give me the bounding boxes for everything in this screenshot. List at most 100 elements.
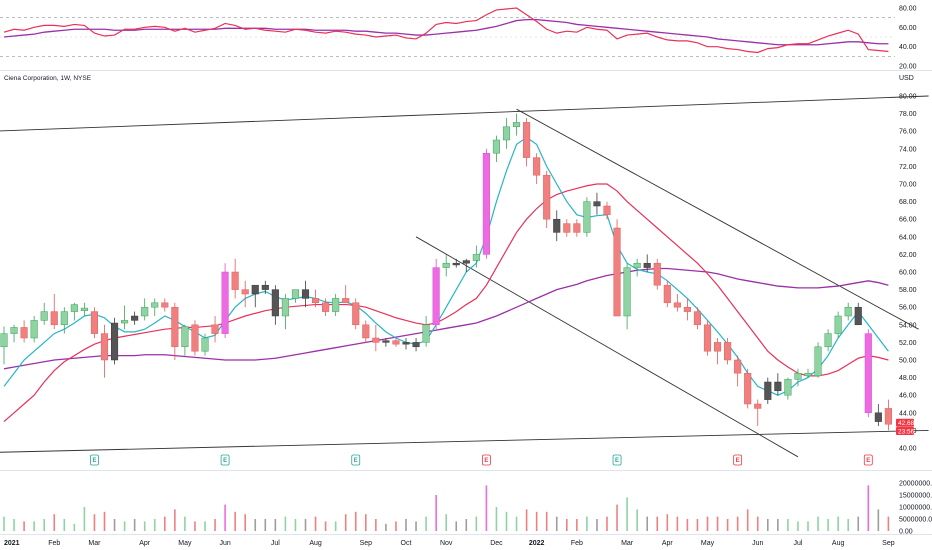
candle[interactable] (70, 302, 78, 321)
candle[interactable] (20, 320, 28, 343)
candle[interactable] (80, 302, 88, 316)
candle[interactable] (492, 135, 500, 162)
candle[interactable] (583, 197, 591, 237)
candle[interactable] (211, 316, 219, 343)
candle[interactable] (261, 280, 269, 294)
candle[interactable] (603, 201, 611, 220)
rsi-pane[interactable]: 20.00 40.00 60.00 80.00 (0, 6, 917, 71)
candle[interactable] (271, 285, 279, 325)
trendline-descending-upper[interactable] (516, 108, 919, 330)
candle[interactable] (161, 298, 169, 312)
candle[interactable] (533, 153, 541, 184)
candle[interactable] (482, 148, 490, 259)
candle[interactable] (844, 302, 852, 321)
candle[interactable] (412, 338, 420, 352)
candle[interactable] (392, 338, 400, 347)
candle[interactable] (573, 219, 581, 237)
candle[interactable] (121, 305, 129, 330)
trendlines[interactable] (0, 95, 929, 458)
volume-pane[interactable]: 0.00 5000000.00 10000000.00 15000000.00 2000… (3, 481, 932, 536)
candle[interactable] (764, 377, 772, 404)
candle[interactable] (623, 263, 631, 330)
candle[interactable] (151, 298, 159, 316)
candle[interactable] (834, 311, 842, 338)
candles[interactable] (0, 113, 892, 431)
candle[interactable] (824, 329, 832, 352)
candle[interactable] (784, 377, 792, 400)
candle[interactable] (30, 316, 38, 343)
candle[interactable] (191, 320, 199, 356)
candle[interactable] (513, 113, 521, 136)
trendline-upper-channel[interactable] (0, 95, 929, 132)
candle[interactable] (854, 302, 862, 326)
candle[interactable] (291, 289, 299, 303)
candle[interactable] (0, 326, 8, 365)
earnings-marker[interactable]: E (733, 454, 743, 466)
candle[interactable] (10, 324, 18, 343)
trendline-descending-lower[interactable] (415, 236, 799, 458)
candle[interactable] (362, 320, 370, 343)
trendline-lower-channel[interactable] (0, 429, 929, 453)
candle[interactable] (241, 280, 249, 308)
earnings-marker[interactable]: E (863, 454, 873, 466)
candle[interactable] (60, 307, 68, 334)
candle[interactable] (663, 280, 671, 308)
candle[interactable] (221, 263, 229, 338)
candle[interactable] (884, 399, 892, 431)
candle[interactable] (864, 329, 872, 418)
candle[interactable] (613, 219, 621, 317)
candle[interactable] (744, 368, 752, 409)
earnings-marker[interactable]: E (220, 454, 230, 466)
candle[interactable] (301, 280, 310, 308)
candle[interactable] (231, 258, 239, 299)
candle[interactable] (332, 294, 340, 316)
candle[interactable] (372, 324, 380, 352)
candle[interactable] (874, 404, 882, 426)
candle[interactable] (40, 302, 48, 325)
candle[interactable] (703, 320, 712, 356)
candle[interactable] (422, 316, 430, 347)
candle[interactable] (643, 254, 651, 272)
earnings-marker[interactable]: E (612, 454, 622, 466)
candle[interactable] (502, 118, 511, 149)
candle[interactable] (201, 333, 209, 356)
candle[interactable] (402, 338, 410, 350)
candle[interactable] (462, 258, 470, 272)
candle[interactable] (442, 254, 450, 277)
candle[interactable] (734, 355, 742, 387)
candle[interactable] (352, 298, 360, 330)
candle[interactable] (342, 285, 350, 304)
candle[interactable] (171, 302, 179, 360)
candle[interactable] (804, 368, 812, 378)
candle[interactable] (181, 324, 189, 356)
candle[interactable] (693, 307, 702, 330)
candle[interactable] (281, 294, 289, 330)
candle[interactable] (312, 289, 320, 308)
candle[interactable] (543, 170, 551, 228)
candle[interactable] (322, 298, 330, 316)
candle[interactable] (683, 298, 691, 321)
candle[interactable] (432, 258, 440, 330)
candle[interactable] (111, 317, 119, 365)
candle[interactable] (774, 373, 782, 396)
candle[interactable] (472, 245, 480, 268)
candle[interactable] (523, 118, 531, 167)
candle[interactable] (794, 368, 802, 387)
candle[interactable] (653, 258, 661, 290)
earnings-marker[interactable]: E (481, 454, 491, 466)
earnings-marker[interactable]: E (90, 454, 99, 466)
candle[interactable] (452, 258, 460, 268)
candle[interactable] (633, 258, 641, 277)
candle[interactable] (754, 399, 762, 426)
candle[interactable] (50, 294, 58, 330)
candle[interactable] (131, 311, 139, 325)
candle[interactable] (90, 307, 99, 338)
candle[interactable] (100, 324, 109, 378)
candle[interactable] (714, 338, 722, 365)
price-pane[interactable]: Ciena Corporation, 1W, NYSE USD 40.00 42.… (0, 75, 929, 466)
candle[interactable] (673, 294, 681, 312)
candle[interactable] (553, 210, 561, 242)
candle[interactable] (814, 342, 822, 378)
